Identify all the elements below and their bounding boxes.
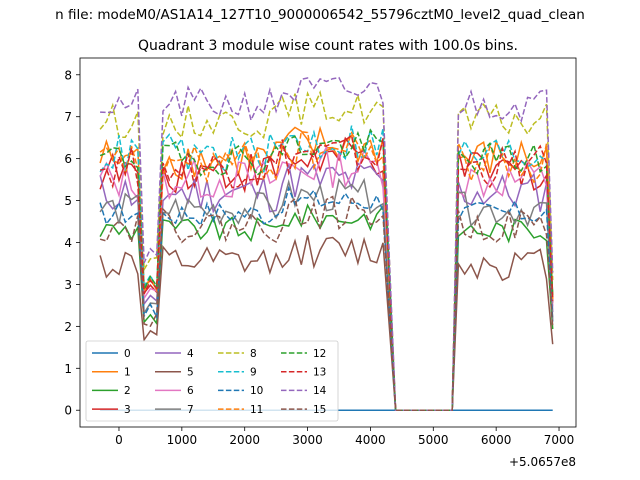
y-tick-label: 5 — [64, 194, 72, 208]
legend-label-2: 2 — [124, 385, 131, 397]
legend-label-0: 0 — [124, 348, 131, 360]
legend-label-5: 5 — [187, 367, 194, 379]
legend-label-7: 7 — [187, 404, 194, 416]
legend-frame — [85, 340, 339, 422]
x-tick-label: 6000 — [481, 433, 512, 447]
x-tick-label: 2000 — [229, 433, 260, 447]
x-tick-label: 0 — [115, 433, 123, 447]
x-tick-label: 7000 — [544, 433, 575, 447]
y-tick-label: 4 — [64, 236, 72, 250]
legend-label-14: 14 — [313, 385, 327, 397]
x-tick-label: 1000 — [167, 433, 198, 447]
chart-title: Quadrant 3 module wise count rates with … — [138, 38, 518, 54]
series-line-11 — [99, 130, 554, 411]
y-tick-label: 8 — [64, 68, 72, 82]
x-tick-label: 4000 — [355, 433, 386, 447]
y-tick-label: 6 — [64, 152, 72, 166]
legend-label-1: 1 — [124, 367, 131, 379]
legend-label-13: 13 — [313, 367, 326, 379]
y-tick-label: 1 — [64, 362, 72, 376]
series-line-6 — [99, 144, 554, 411]
y-axis: 0 1 2 3 4 5 6 7 8 — [64, 68, 80, 418]
series-line-8 — [99, 90, 554, 411]
x-tick-label: 3000 — [292, 433, 323, 447]
series-line-4 — [99, 162, 554, 411]
series-line-7 — [99, 177, 554, 411]
series-line-10 — [99, 185, 554, 411]
series-line-13 — [99, 134, 554, 411]
legend-label-4: 4 — [187, 348, 194, 360]
x-tick-label: 5000 — [418, 433, 449, 447]
series-line-15 — [99, 194, 554, 411]
legend-label-3: 3 — [124, 404, 131, 416]
series-line-5 — [99, 235, 554, 411]
legend-label-15: 15 — [313, 404, 326, 416]
series-line-9 — [99, 125, 554, 411]
legend-label-6: 6 — [187, 385, 194, 397]
y-tick-label: 2 — [64, 320, 72, 334]
figure-suptitle: n file: modeM0/AS1A14_127T10_9000006542_… — [55, 7, 585, 23]
series-layer — [99, 76, 554, 411]
x-offset-text: +5.0657e8 — [509, 455, 576, 469]
legend-label-10: 10 — [250, 385, 263, 397]
x-axis: 0 1000 2000 3000 4000 5000 6000 7000 — [115, 427, 574, 447]
legend-label-11: 11 — [250, 404, 263, 416]
legend-label-12: 12 — [313, 348, 326, 360]
y-tick-label: 3 — [64, 278, 72, 292]
y-tick-label: 0 — [64, 404, 72, 418]
legend-label-8: 8 — [250, 348, 257, 360]
series-line-14 — [100, 76, 554, 411]
series-line-12 — [99, 128, 554, 411]
series-line-3 — [99, 136, 554, 411]
legend-label-9: 9 — [250, 367, 257, 379]
series-line-2 — [99, 203, 554, 411]
y-tick-label: 7 — [64, 110, 72, 124]
